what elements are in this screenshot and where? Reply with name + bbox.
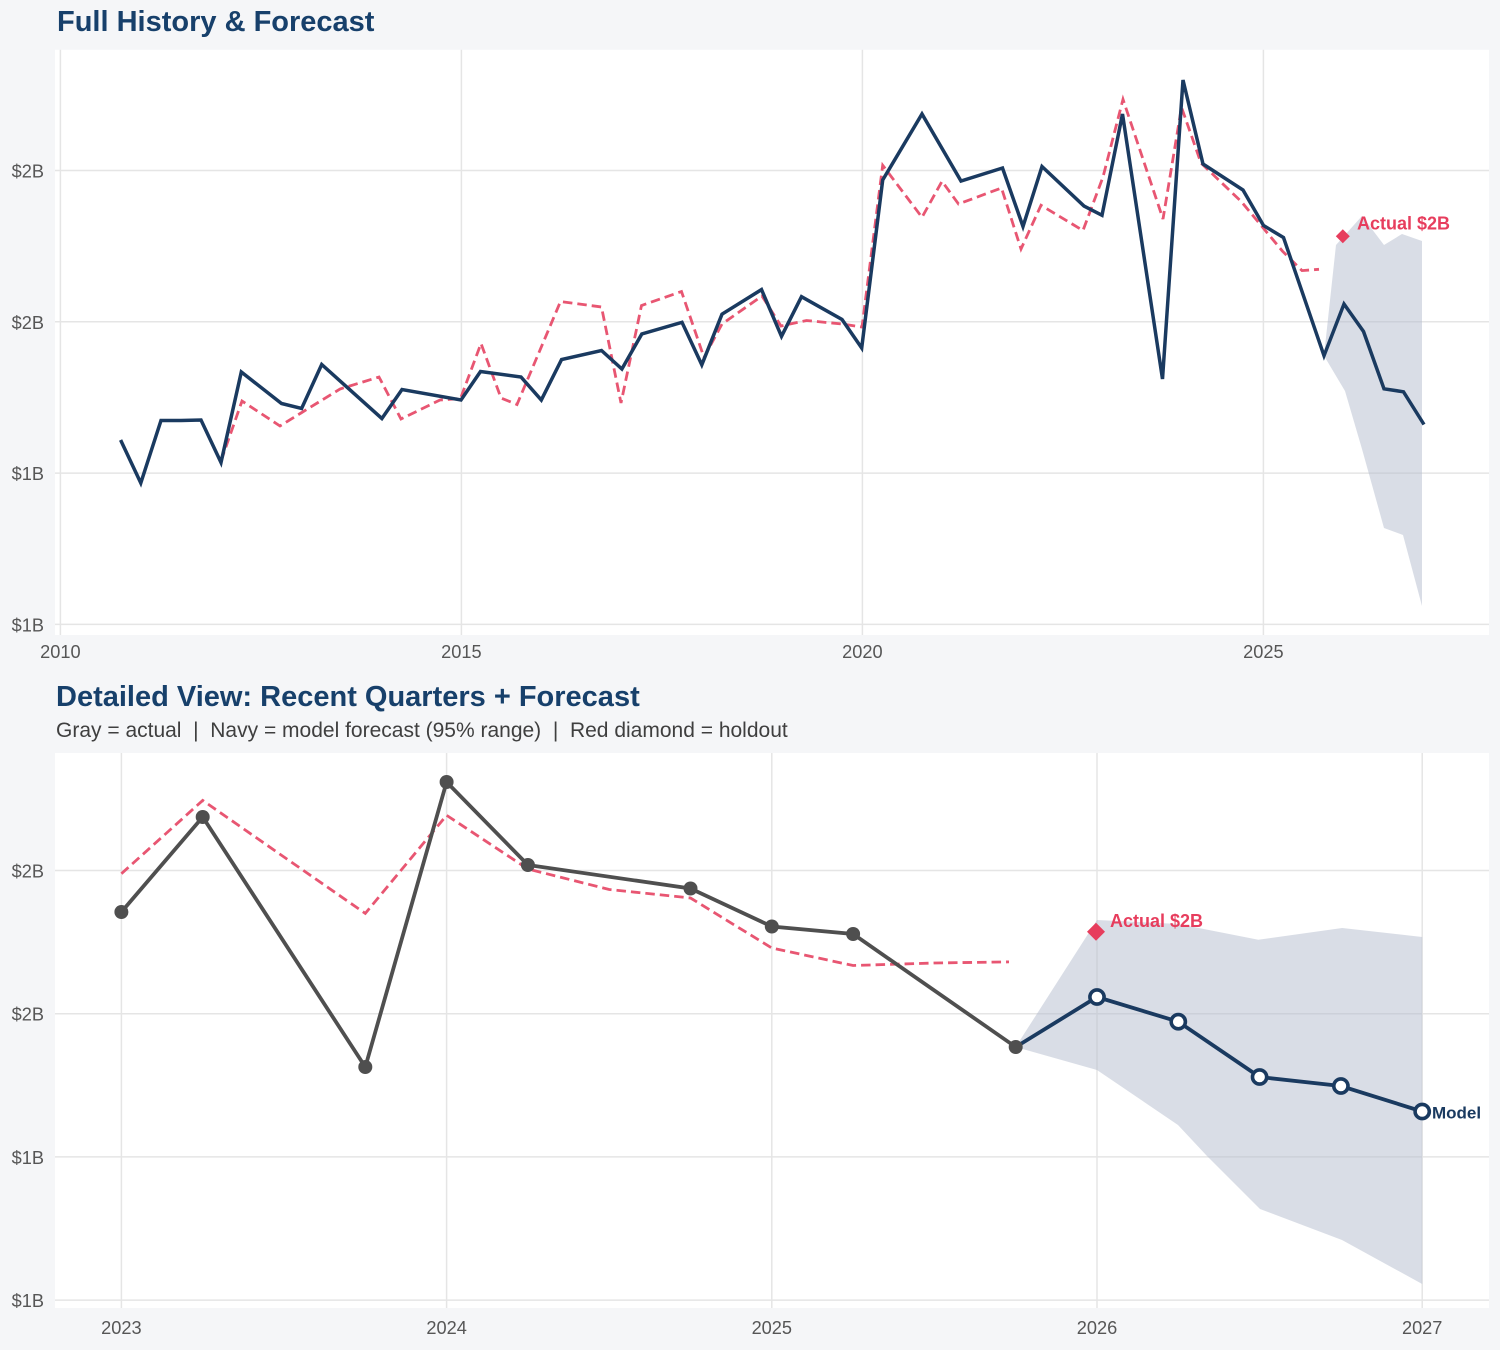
svg-text:Actual $2B: Actual $2B <box>1110 911 1203 931</box>
svg-text:$1B: $1B <box>12 464 44 484</box>
svg-text:$2B: $2B <box>12 1005 44 1025</box>
svg-text:Full History & Forecast: Full History & Forecast <box>57 6 375 38</box>
svg-text:2023: 2023 <box>101 1318 141 1338</box>
svg-text:2020: 2020 <box>842 642 882 662</box>
svg-text:2025: 2025 <box>1243 642 1283 662</box>
svg-text:Model: Model <box>1432 1103 1481 1122</box>
svg-text:2027: 2027 <box>1402 1318 1442 1338</box>
svg-text:2015: 2015 <box>441 642 481 662</box>
svg-text:$1B: $1B <box>12 615 44 635</box>
svg-text:$2B: $2B <box>12 313 44 333</box>
svg-text:2026: 2026 <box>1077 1318 1117 1338</box>
svg-text:2025: 2025 <box>752 1318 792 1338</box>
svg-text:2024: 2024 <box>426 1318 466 1338</box>
svg-text:$1B: $1B <box>12 1148 44 1168</box>
svg-text:Gray = actual | Navy = model: Gray = actual | Navy = model forecast (9… <box>56 719 788 742</box>
svg-text:2010: 2010 <box>40 642 80 662</box>
svg-text:Actual $2B: Actual $2B <box>1357 214 1450 234</box>
svg-text:Detailed View: Recent Quarters: Detailed View: Recent Quarters + Forecas… <box>56 681 640 713</box>
svg-text:$1B: $1B <box>12 1291 44 1311</box>
svg-text:$2B: $2B <box>12 162 44 182</box>
svg-text:$2B: $2B <box>12 862 44 882</box>
